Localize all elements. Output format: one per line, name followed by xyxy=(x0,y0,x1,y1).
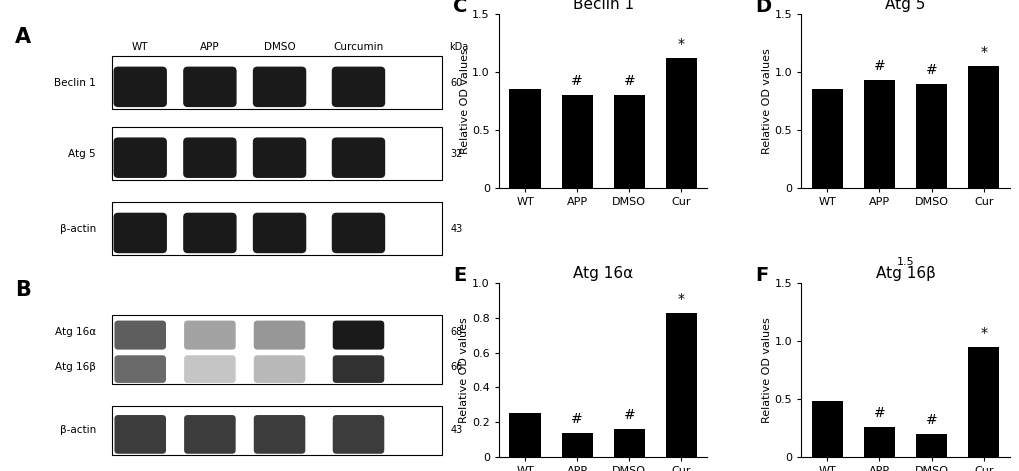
FancyBboxPatch shape xyxy=(184,321,235,349)
Title: Atg 16α: Atg 16α xyxy=(573,266,633,281)
Bar xyxy=(967,66,999,188)
FancyBboxPatch shape xyxy=(112,315,441,384)
Bar xyxy=(967,347,999,457)
Text: 43: 43 xyxy=(450,224,463,234)
Text: Beclin 1: Beclin 1 xyxy=(54,78,96,88)
Text: *: * xyxy=(979,326,986,340)
FancyBboxPatch shape xyxy=(331,138,385,178)
Text: 66: 66 xyxy=(450,362,463,372)
FancyBboxPatch shape xyxy=(331,66,385,107)
Bar xyxy=(863,427,895,457)
Text: #: # xyxy=(571,412,583,426)
Text: 32: 32 xyxy=(450,148,463,159)
FancyBboxPatch shape xyxy=(253,66,306,107)
Bar xyxy=(915,434,947,457)
Text: E: E xyxy=(452,266,466,285)
FancyBboxPatch shape xyxy=(332,415,384,454)
FancyBboxPatch shape xyxy=(183,213,236,253)
Text: #: # xyxy=(925,63,936,77)
Bar xyxy=(915,83,947,188)
Text: 68: 68 xyxy=(450,327,463,337)
Text: *: * xyxy=(979,45,986,59)
Bar xyxy=(561,432,592,457)
Text: *: * xyxy=(678,37,684,51)
Bar xyxy=(508,89,540,188)
Y-axis label: Relative OD values: Relative OD values xyxy=(761,317,771,423)
Text: 43: 43 xyxy=(450,425,463,435)
Y-axis label: Relative OD values: Relative OD values xyxy=(460,48,469,154)
FancyBboxPatch shape xyxy=(183,66,236,107)
Bar xyxy=(561,95,592,188)
Text: β-actin: β-actin xyxy=(60,224,96,234)
Bar xyxy=(665,313,696,457)
FancyBboxPatch shape xyxy=(183,138,236,178)
FancyBboxPatch shape xyxy=(332,355,384,383)
Bar xyxy=(508,414,540,457)
FancyBboxPatch shape xyxy=(184,355,235,383)
FancyBboxPatch shape xyxy=(112,203,441,255)
Bar xyxy=(811,89,842,188)
FancyBboxPatch shape xyxy=(332,321,384,349)
Y-axis label: Relative OD values: Relative OD values xyxy=(459,317,469,423)
Text: #: # xyxy=(872,59,884,73)
Text: APP: APP xyxy=(200,42,219,52)
Text: *: * xyxy=(678,292,684,306)
Bar xyxy=(863,80,895,188)
FancyBboxPatch shape xyxy=(114,355,166,383)
FancyBboxPatch shape xyxy=(254,355,305,383)
Bar xyxy=(665,58,696,188)
Text: #: # xyxy=(623,408,635,422)
Text: 1.5: 1.5 xyxy=(896,257,913,267)
FancyBboxPatch shape xyxy=(253,138,306,178)
Text: #: # xyxy=(623,74,635,88)
Text: #: # xyxy=(925,413,936,427)
FancyBboxPatch shape xyxy=(254,321,305,349)
FancyBboxPatch shape xyxy=(253,213,306,253)
Text: #: # xyxy=(872,406,884,420)
Text: B: B xyxy=(15,280,31,300)
FancyBboxPatch shape xyxy=(112,127,441,180)
Bar xyxy=(811,401,842,457)
Title: Atg 5: Atg 5 xyxy=(884,0,925,12)
Text: #: # xyxy=(571,74,583,88)
FancyBboxPatch shape xyxy=(112,406,441,455)
FancyBboxPatch shape xyxy=(331,213,385,253)
Text: kDa: kDa xyxy=(448,42,468,52)
Text: Curcumin: Curcumin xyxy=(333,42,383,52)
Text: A: A xyxy=(15,27,31,48)
Text: β-actin: β-actin xyxy=(60,425,96,435)
Text: DMSO: DMSO xyxy=(264,42,296,52)
FancyBboxPatch shape xyxy=(113,66,167,107)
FancyBboxPatch shape xyxy=(113,213,167,253)
Text: Atg 5: Atg 5 xyxy=(68,148,96,159)
Text: WT: WT xyxy=(131,42,149,52)
Text: D: D xyxy=(755,0,770,16)
FancyBboxPatch shape xyxy=(113,138,167,178)
Bar xyxy=(613,95,644,188)
Text: Atg 16α: Atg 16α xyxy=(55,327,96,337)
FancyBboxPatch shape xyxy=(114,415,166,454)
FancyBboxPatch shape xyxy=(112,56,441,109)
Text: F: F xyxy=(755,266,768,285)
Text: Atg 16β: Atg 16β xyxy=(55,362,96,372)
FancyBboxPatch shape xyxy=(114,321,166,349)
Title: Atg 16β: Atg 16β xyxy=(874,266,934,281)
FancyBboxPatch shape xyxy=(254,415,305,454)
Bar xyxy=(613,429,644,457)
Y-axis label: Relative OD values: Relative OD values xyxy=(761,48,771,154)
FancyBboxPatch shape xyxy=(184,415,235,454)
Text: C: C xyxy=(452,0,467,16)
Title: Beclin 1: Beclin 1 xyxy=(572,0,633,12)
Text: 60: 60 xyxy=(450,78,463,88)
